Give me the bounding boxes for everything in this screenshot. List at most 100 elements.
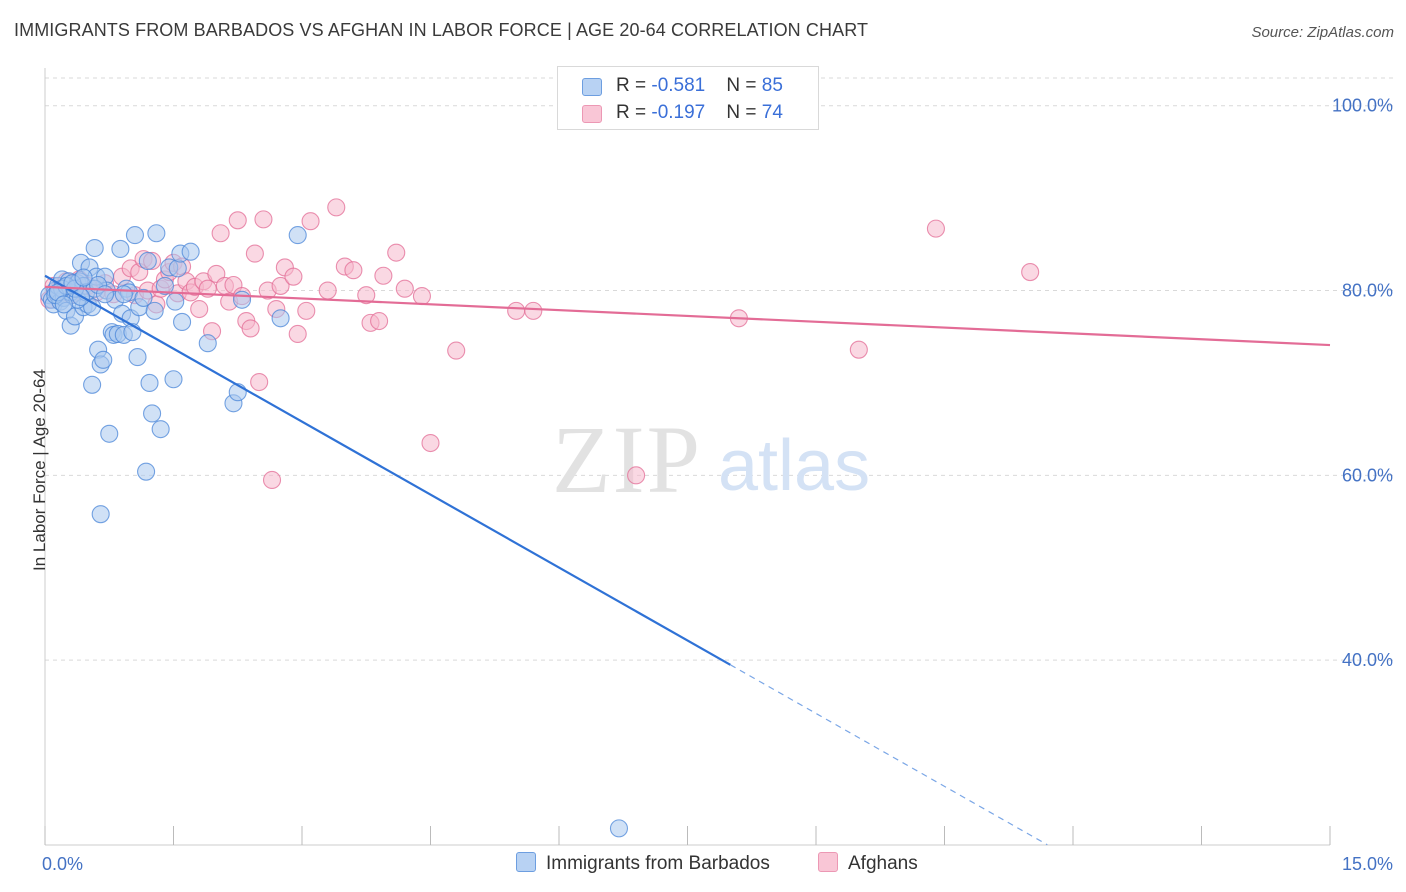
barbados-points <box>40 224 629 838</box>
legend-n-label: N = <box>726 75 762 96</box>
afghans-point <box>245 244 264 263</box>
bottom-legend-barbados: Immigrants from Barbados <box>516 852 770 875</box>
barbados-point <box>151 420 170 439</box>
gridlines <box>45 77 1395 661</box>
barbados-point <box>134 288 153 307</box>
bottom-legend-swatch-barbados <box>516 852 536 872</box>
bottom-legend-label-barbados: Immigrants from Barbados <box>546 853 770 874</box>
afghans-point <box>926 219 945 238</box>
legend-r-label: R = <box>616 75 652 96</box>
afghans-point <box>374 266 393 285</box>
y-axis-label: In Labor Force | Age 20-64 <box>30 369 49 571</box>
afghans-point <box>297 301 316 320</box>
afghans-point <box>228 211 247 230</box>
barbados-point <box>114 285 133 304</box>
watermark-zip: ZIP <box>552 406 702 513</box>
barbados-point <box>111 239 130 259</box>
afghans-point <box>241 319 260 338</box>
bottom-legend-afghans: Afghans <box>818 852 918 875</box>
axes <box>44 68 1331 846</box>
y-tick-label: 60.0% <box>1342 465 1393 485</box>
barbados-point <box>232 290 252 309</box>
afghans-point <box>190 299 209 319</box>
afghans-point <box>284 267 303 286</box>
barbados-point <box>128 348 147 367</box>
bottom-legend-label-afghans: Afghans <box>848 853 918 874</box>
barbados-point <box>74 268 93 287</box>
afghans-point <box>211 224 230 243</box>
barbados-point <box>83 375 102 394</box>
afghans-point <box>357 286 376 305</box>
legend-n-value: 85 <box>761 75 783 96</box>
barbados-point <box>137 462 156 481</box>
watermark-atlas: atlas <box>718 426 870 506</box>
barbados-point <box>140 373 159 393</box>
afghans-points <box>40 198 1040 490</box>
y-tick-label: 100.0% <box>1332 96 1393 116</box>
afghans-point <box>1021 263 1040 282</box>
barbados-point <box>91 505 110 524</box>
legend-swatch-barbados <box>582 78 602 96</box>
afghans-point <box>344 261 363 280</box>
barbados-point <box>54 295 73 314</box>
afghans-point <box>524 301 543 320</box>
barbados-trend-line <box>44 274 731 666</box>
barbados-point <box>609 819 629 838</box>
barbados-point <box>100 424 119 443</box>
afghans-point <box>849 340 868 359</box>
afghans-point <box>301 212 320 231</box>
afghans-point <box>421 433 440 453</box>
source-note: Source: ZipAtlas.com <box>1251 24 1394 41</box>
afghans-point <box>447 341 466 360</box>
barbados-point <box>155 276 174 295</box>
afghans-point <box>250 372 269 392</box>
y-tick-label: 80.0% <box>1342 281 1393 301</box>
afghans-point <box>288 324 307 344</box>
barbados-point <box>138 251 157 271</box>
bottom-legend-swatch-afghans <box>818 852 838 872</box>
barbados-point <box>143 404 162 423</box>
barbados-point <box>94 350 113 369</box>
barbados-point <box>145 301 164 320</box>
barbados-point <box>147 224 166 243</box>
barbados-point <box>173 312 192 332</box>
legend-r-value: -0.197 <box>651 102 706 123</box>
barbados-point <box>198 334 217 353</box>
chart-title: IMMIGRANTS FROM BARBADOS VS AFGHAN IN LA… <box>14 20 869 40</box>
correlation-legend: R = -0.581 N = 85 R = -0.197 N = 74 <box>557 66 819 130</box>
trend-lines <box>44 274 1331 846</box>
afghans-trend-line <box>44 285 1331 347</box>
x-tick-label: 15.0% <box>1342 854 1393 874</box>
barbados-point <box>181 242 200 261</box>
legend-row-afghans: R = -0.197 N = 74 <box>582 102 783 124</box>
afghans-point <box>395 279 414 298</box>
afghans-point <box>271 276 290 295</box>
barbados-point <box>85 238 104 258</box>
afghans-point <box>254 210 273 229</box>
y-tick-label: 40.0% <box>1342 650 1393 670</box>
barbados-point <box>288 226 307 245</box>
legend-n-value: 74 <box>761 102 783 123</box>
barbados-point <box>168 259 187 278</box>
afghans-point <box>327 198 346 217</box>
barbados-point <box>164 370 183 389</box>
barbados-point <box>166 292 185 311</box>
afghans-point <box>412 287 431 306</box>
afghans-point <box>507 301 526 320</box>
legend-r-value: -0.581 <box>651 75 706 96</box>
legend-swatch-afghans <box>582 105 602 123</box>
afghans-point <box>318 281 337 300</box>
afghans-point <box>627 466 646 485</box>
legend-n-label: N = <box>726 102 762 123</box>
barbados-point <box>271 309 290 328</box>
tick-labels: 40.0% 60.0% 80.0% 100.0% 0.0% 15.0% <box>42 96 1393 874</box>
barbados-trend-extension <box>730 664 1048 846</box>
legend-row-barbados: R = -0.581 N = 85 <box>582 75 783 97</box>
legend-r-label: R = <box>616 102 652 123</box>
afghans-point <box>262 470 282 490</box>
afghans-point <box>387 243 406 262</box>
watermark: ZIP atlas <box>552 406 870 513</box>
x-tick-label: 0.0% <box>42 854 83 874</box>
barbados-point <box>125 226 144 245</box>
